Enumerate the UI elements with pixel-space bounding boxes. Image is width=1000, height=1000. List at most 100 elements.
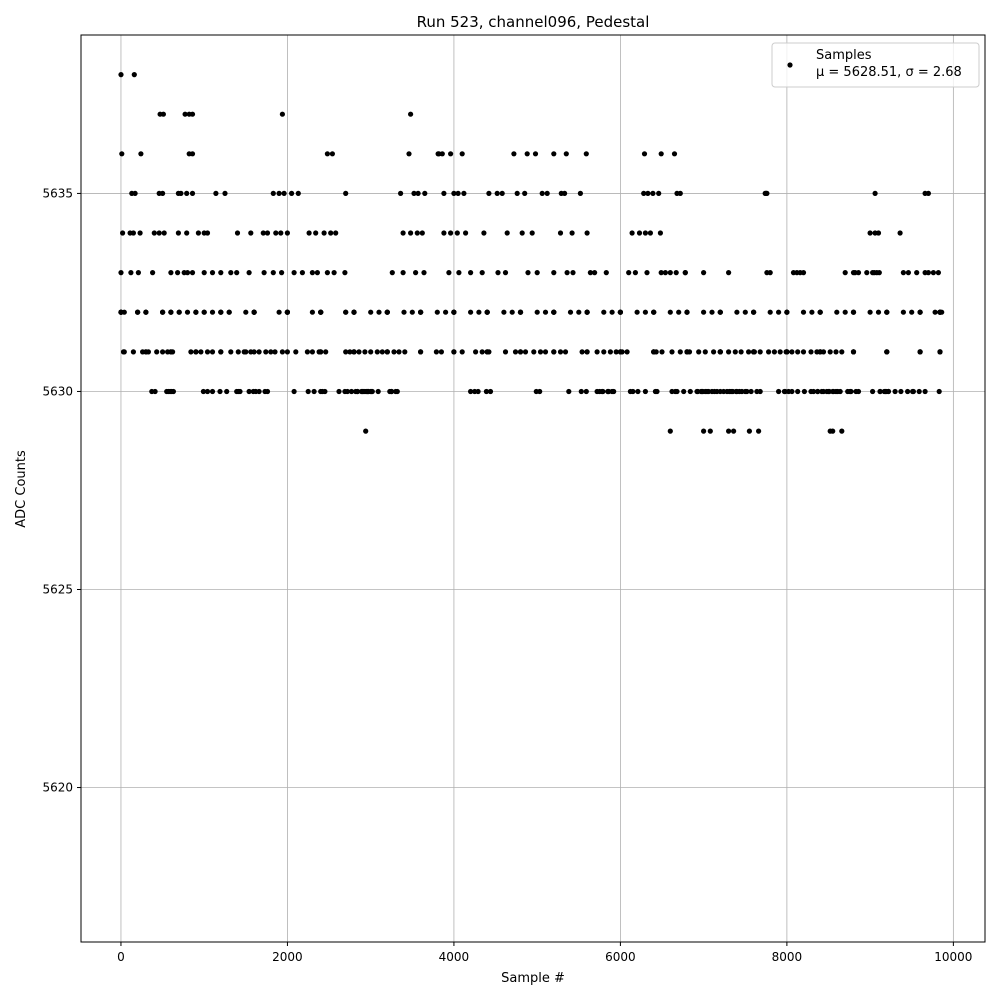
sample-point: [551, 309, 557, 315]
sample-point: [917, 349, 923, 355]
sample-point: [468, 388, 474, 395]
sample-point: [726, 349, 732, 355]
sample-point: [481, 230, 487, 236]
sample-point: [293, 349, 299, 355]
sample-point: [189, 270, 196, 276]
y-axis-label: ADC Counts: [14, 450, 29, 528]
sample-point: [650, 190, 656, 196]
sample-point: [443, 309, 449, 315]
sample-point: [379, 349, 385, 355]
sample-point: [419, 230, 425, 236]
sample-point: [152, 388, 158, 395]
sample-point: [329, 151, 335, 157]
sample-point: [867, 230, 873, 236]
sample-point: [584, 309, 590, 315]
sample-point: [479, 349, 485, 355]
sample-point: [566, 388, 572, 395]
sample-point: [276, 190, 282, 196]
sample-point: [182, 111, 188, 117]
sample-point: [140, 349, 146, 355]
sample-point: [584, 230, 590, 236]
sample-point: [634, 309, 640, 315]
sample-point: [731, 428, 737, 434]
sample-point: [734, 309, 740, 315]
sample-point: [438, 349, 444, 355]
sample-point: [837, 388, 843, 395]
sample-point: [848, 388, 854, 395]
sample-point: [121, 349, 127, 355]
sample-point: [120, 230, 126, 236]
sample-point: [418, 309, 424, 315]
sample-point: [833, 349, 839, 355]
sample-point: [495, 270, 501, 276]
sample-point: [309, 349, 315, 355]
sample-point: [218, 349, 224, 355]
sample-point: [795, 349, 801, 355]
sample-point: [333, 230, 339, 236]
sample-point: [246, 388, 252, 395]
sample-point: [584, 349, 590, 355]
sample-point: [641, 151, 648, 157]
legend-marker: [787, 62, 793, 68]
sample-point: [630, 388, 636, 395]
sample-point: [629, 230, 635, 236]
sample-point: [658, 270, 664, 276]
sample-point: [746, 428, 753, 434]
sample-point: [739, 388, 745, 395]
sample-point: [883, 388, 889, 395]
sample-point: [809, 309, 815, 315]
sample-point: [711, 349, 717, 355]
sample-point: [368, 349, 374, 355]
sample-point: [486, 349, 492, 355]
sample-point: [160, 349, 166, 355]
sample-point: [701, 309, 707, 315]
sample-point: [884, 309, 890, 315]
sample-point: [686, 349, 693, 355]
sample-point: [309, 309, 315, 315]
sample-point: [726, 270, 732, 276]
sample-point: [875, 230, 882, 236]
sample-point: [517, 349, 524, 355]
sample-point: [499, 190, 505, 196]
sample-point: [709, 309, 715, 315]
sample-point: [396, 349, 402, 355]
sample-point: [289, 190, 295, 196]
sample-point: [234, 270, 240, 276]
sample-point: [368, 309, 374, 315]
sample-point: [551, 270, 557, 276]
sample-point: [748, 388, 754, 395]
y-tick-label: 5630: [42, 384, 73, 398]
sample-point: [626, 270, 632, 276]
sample-point: [365, 388, 371, 395]
sample-point: [184, 309, 191, 315]
sample-point: [454, 230, 460, 236]
sample-point: [814, 349, 820, 355]
sample-point: [272, 349, 278, 355]
sample-point: [388, 388, 395, 395]
sample-point: [647, 230, 654, 236]
sample-point: [184, 270, 191, 276]
sample-point: [402, 349, 408, 355]
sample-point: [398, 190, 404, 196]
sample-point: [677, 190, 683, 196]
sample-point: [744, 388, 750, 395]
sample-point: [764, 190, 770, 196]
sample-point: [583, 151, 589, 157]
sample-point: [810, 388, 817, 395]
sample-point: [137, 230, 143, 236]
sample-point: [243, 309, 249, 315]
sample-point: [539, 190, 545, 196]
sample-point: [576, 309, 582, 315]
sample-point: [800, 309, 807, 315]
sample-point: [131, 72, 137, 78]
sample-point: [544, 190, 550, 196]
sample-point: [421, 270, 427, 276]
sample-point: [501, 309, 507, 315]
sample-point: [487, 388, 494, 395]
sample-point: [235, 388, 241, 395]
sample-point: [502, 349, 509, 355]
sample-point: [534, 309, 540, 315]
sample-point: [642, 309, 649, 315]
sample-point: [925, 190, 932, 196]
